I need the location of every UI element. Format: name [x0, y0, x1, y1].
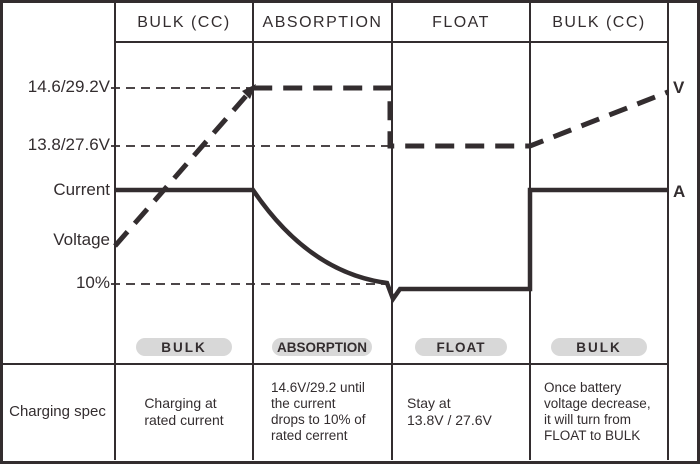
- stage-header-bulk-1: BULK (CC): [137, 13, 231, 31]
- level-label-float-voltage: 13.8/27.6V: [27, 135, 110, 154]
- stage-badge-float: FLOAT: [415, 338, 507, 356]
- spec-cell-absorption: 14.6V/29.2 until the current drops to 10…: [253, 365, 392, 459]
- spec-text-bulk-1: Charging at rated current: [144, 395, 224, 428]
- spec-row-label: Charging spec: [9, 403, 106, 420]
- unit-label-amps: A: [673, 182, 686, 201]
- spec-text-float: Stay at 13.8V / 27.6V: [407, 395, 492, 428]
- stage-badge-bulk-1: BULK: [136, 338, 232, 356]
- level-label-current: Current: [53, 180, 110, 199]
- spec-cell-bulk-1: Charging at rated current: [115, 365, 253, 459]
- spec-text-bulk-2: Once battery voltage decrease, it will t…: [544, 380, 651, 443]
- unit-label-volts: V: [673, 78, 685, 97]
- stage-badge-bulk-2: BULK: [551, 338, 647, 356]
- spec-text-absorption: 14.6V/29.2 until the current drops to 10…: [271, 380, 366, 443]
- level-label-absorption-voltage: 14.6/29.2V: [27, 77, 110, 96]
- stage-header-float: FLOAT: [432, 13, 490, 31]
- stage-header-absorption: ABSORPTION: [262, 13, 383, 31]
- spec-cell-float: Stay at 13.8V / 27.6V: [392, 365, 530, 459]
- spec-cell-bulk-2: Once battery voltage decrease, it will t…: [530, 365, 668, 459]
- level-label-voltage: Voltage: [53, 230, 110, 249]
- stage-header-bulk-2: BULK (CC): [552, 13, 646, 31]
- level-label-cutoff-10pct: 10%: [75, 273, 110, 292]
- stage-badge-absorption: ABSORPTION: [272, 338, 372, 356]
